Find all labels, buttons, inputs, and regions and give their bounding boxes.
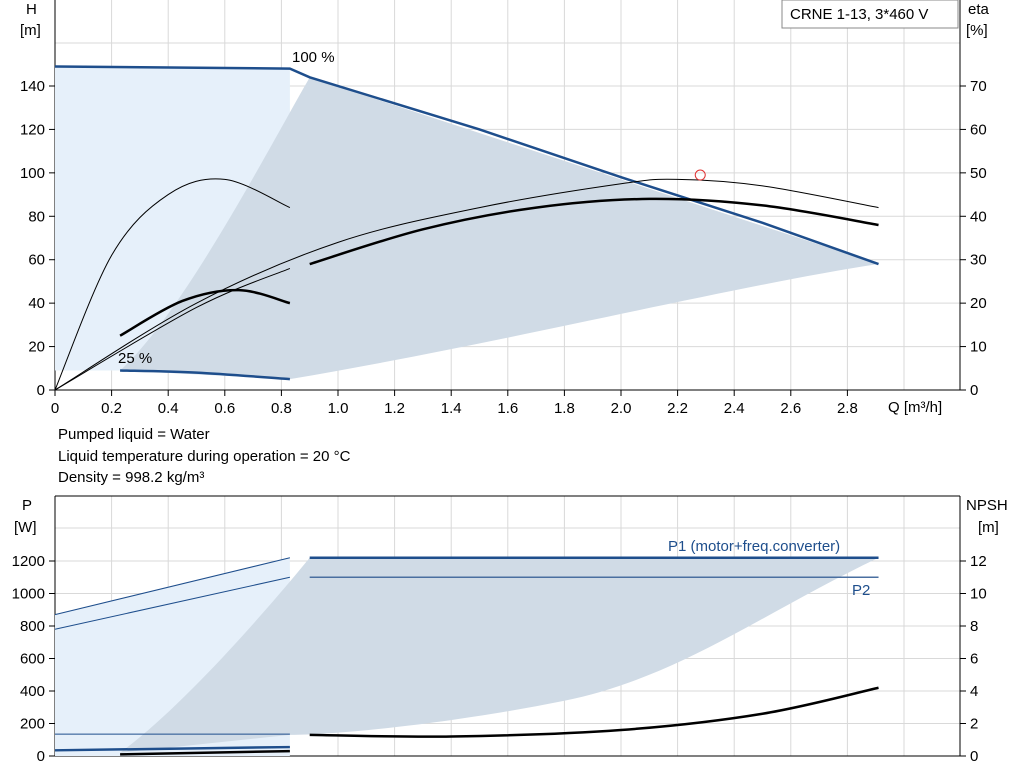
y-tick-label-right: 40	[970, 208, 987, 225]
x-tick-label: 1.6	[497, 400, 518, 417]
bottom-chart-ticks: 0 200 400 600 800 1000 1200 0 2 4 6 8 10 12	[12, 553, 987, 765]
top-chart-fills	[55, 66, 879, 380]
x-tick-label: 1.4	[441, 400, 462, 417]
top-series-head-25	[120, 369, 290, 381]
y-label-npsh: NPSH	[966, 497, 1008, 514]
x-tick-label: 0.6	[214, 400, 235, 417]
top-series-eta-thin-full-2	[54, 267, 291, 391]
note-temperature: Liquid temperature during operation = 20…	[58, 448, 351, 465]
y-tick-label-left: 60	[28, 252, 45, 269]
annotation-100: 100 %	[292, 49, 335, 66]
y-tick-label-left-bottom: 1200	[12, 553, 45, 570]
y-tick-label-right: 70	[970, 78, 987, 95]
x-axis-label: Q [m³/h]	[888, 399, 942, 416]
y-tick-label-right-bottom: 6	[970, 651, 978, 668]
bottom-operating-region	[120, 557, 879, 753]
y-tick-label-right: 10	[970, 339, 987, 356]
y-label-eta-unit: [%]	[966, 22, 988, 39]
x-tick-label: 2.0	[611, 400, 632, 417]
y-tick-label-left-bottom: 1000	[12, 586, 45, 603]
top-chart-lines	[54, 65, 879, 391]
duty-point-marker	[694, 169, 706, 181]
top-chart-ticks: 0 0.2 0.4 0.6 0.8 1.0 1.2 1.4 1.6 1.8 2.0 2.2 2.4 2.6…	[20, 78, 987, 417]
x-tick-label: 2.6	[780, 400, 801, 417]
y-tick-label-right-bottom: 0	[970, 748, 978, 765]
bottom-chart-fills	[55, 557, 879, 756]
legend-p1: P1 (motor+freq.converter)	[668, 538, 840, 555]
y-label-h-unit: [m]	[20, 22, 41, 39]
legend-p2: P2	[852, 582, 870, 599]
chart-title: CRNE 1-13, 3*460 V	[790, 6, 928, 23]
y-tick-label-left-bottom: 0	[37, 748, 45, 765]
x-tick-label: 2.2	[667, 400, 688, 417]
top-series-eta-thin-25	[54, 178, 291, 391]
y-tick-label-left: 20	[28, 339, 45, 356]
bottom-series-p2-thin	[54, 576, 290, 630]
x-tick-label: 2.4	[724, 400, 745, 417]
y-tick-label-left-bottom: 400	[20, 683, 45, 700]
bottom-series-npsh	[309, 686, 879, 738]
y-tick-label-right: 50	[970, 165, 987, 182]
y-tick-label-right-bottom: 8	[970, 618, 978, 635]
x-tick-label: 0.4	[158, 400, 179, 417]
x-tick-label: 1.8	[554, 400, 575, 417]
y-label-p: P	[22, 497, 32, 514]
y-tick-label-left: 120	[20, 121, 45, 138]
y-tick-label-right: 60	[970, 121, 987, 138]
title-box	[781, 0, 959, 29]
x-tick-label: 1.0	[328, 400, 349, 417]
y-tick-label-left: 40	[28, 295, 45, 312]
y-tick-label-right-bottom: 2	[970, 716, 978, 733]
y-tick-label-left: 140	[20, 78, 45, 95]
y-tick-label-right: 0	[970, 382, 978, 399]
y-tick-label-left-bottom: 200	[20, 716, 45, 733]
y-tick-label-left: 80	[28, 208, 45, 225]
y-tick-label-right-bottom: 12	[970, 553, 987, 570]
x-tick-label: 0.2	[101, 400, 122, 417]
y-tick-label-left: 0	[37, 382, 45, 399]
y-label-npsh-unit: [m]	[978, 519, 999, 536]
y-tick-label-right: 30	[970, 252, 987, 269]
y-tick-label-right-bottom: 10	[970, 586, 987, 603]
y-tick-label-left-bottom: 600	[20, 651, 45, 668]
x-tick-label: 0	[51, 400, 59, 417]
annotation-25: 25 %	[118, 350, 152, 367]
y-label-eta: eta	[968, 1, 990, 18]
y-label-p-unit: [W]	[14, 519, 37, 536]
top-operating-region	[120, 77, 879, 380]
note-liquid: Pumped liquid = Water	[58, 426, 210, 443]
y-tick-label-right-bottom: 4	[970, 683, 978, 700]
top-series-eta-thick	[309, 197, 879, 266]
top-series-head-100	[54, 65, 879, 266]
y-label-h: H	[26, 1, 37, 18]
bottom-series-p-25-b	[120, 749, 290, 756]
y-tick-label-right: 20	[970, 295, 987, 312]
y-tick-label-left-bottom: 800	[20, 618, 45, 635]
top-series-eta-thin-full	[54, 178, 879, 391]
x-tick-label: 1.2	[384, 400, 405, 417]
bottom-series-p1-thin	[54, 557, 291, 616]
y-tick-label-left: 100	[20, 165, 45, 182]
bottom-chart-lines	[54, 556, 879, 756]
x-tick-label: 2.8	[837, 400, 858, 417]
top-series-eta-thick-25	[119, 288, 291, 337]
note-density: Density = 998.2 kg/m³	[58, 469, 204, 486]
bottom-series-p-25-a	[54, 745, 290, 752]
x-tick-label: 0.8	[271, 400, 292, 417]
